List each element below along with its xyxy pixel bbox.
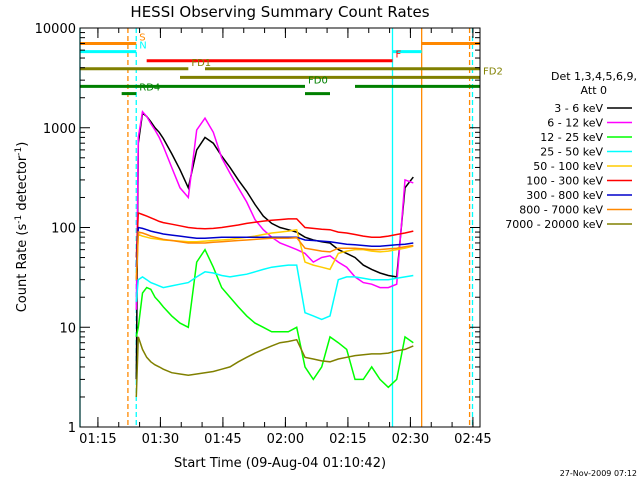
series-line [135,226,414,268]
x-tick-label: 01:45 [204,432,241,447]
series-line [135,111,414,380]
legend-header-line1: Det 1,3,4,5,6,9, [551,70,637,83]
state-bar-label: RD4 [139,83,160,94]
legend-label: 6 - 12 keV [547,117,603,130]
x-tick-label: 01:30 [142,432,179,447]
y-tick-label: 1000 [43,122,76,137]
series-line [135,211,414,258]
series-line [135,336,414,398]
state-bar-label: N [139,41,146,52]
x-tick-label: 02:15 [329,432,366,447]
y-tick-label: 10000 [35,22,76,37]
series-line [135,264,414,321]
y-tick-label: 1 [68,421,76,436]
legend-label: 25 - 50 keV [540,146,603,159]
series-line [135,248,414,389]
x-tick-label: 01:15 [79,432,116,447]
state-bar-label: F [396,50,402,61]
legend-label: 50 - 100 keV [533,160,603,173]
x-tick-label: 02:45 [454,432,491,447]
footer-timestamp: 27-Nov-2009 07:12 [560,469,637,478]
y-label-end: ) [15,142,30,147]
series-line [135,231,414,280]
x-axis-label: Start Time (09-Aug-04 01:10:42) [174,456,386,471]
legend-label: 3 - 6 keV [554,102,603,115]
legend-label: 7000 - 20000 keV [505,218,603,231]
y-axis-label: Count Rate (s-1 detector-1) [14,142,30,313]
y-label-sup2: -1 [14,147,24,156]
legend: Det 1,3,4,5,6,9, Att 0 3 - 6 keV 6 - 12 k… [505,70,637,231]
x-tick-label: 02:00 [267,432,304,447]
state-bar-label: FD0 [308,75,328,86]
state-bar-label: FD1 [191,58,211,69]
legend-header-line2: Att 0 [581,84,607,97]
legend-label: 100 - 300 keV [526,175,603,188]
legend-label: 12 - 25 keV [540,131,603,144]
y-tick-label: 100 [51,222,76,237]
x-tick-label: 02:30 [392,432,429,447]
legend-label: 300 - 800 keV [526,189,603,202]
y-tick-label: 10 [59,321,76,336]
state-bar-label: FD2 [483,66,503,77]
y-label-sup1: -1 [14,215,24,224]
chart-title: HESSI Observing Summary Count Rates [130,3,429,21]
series-line [135,228,414,280]
y-label-text: Count Rate (s [15,224,30,313]
series-line [135,110,414,310]
legend-label: 800 - 7000 keV [519,204,603,217]
state-bar-label: S [139,32,145,43]
y-label-mid: detector [15,155,30,215]
